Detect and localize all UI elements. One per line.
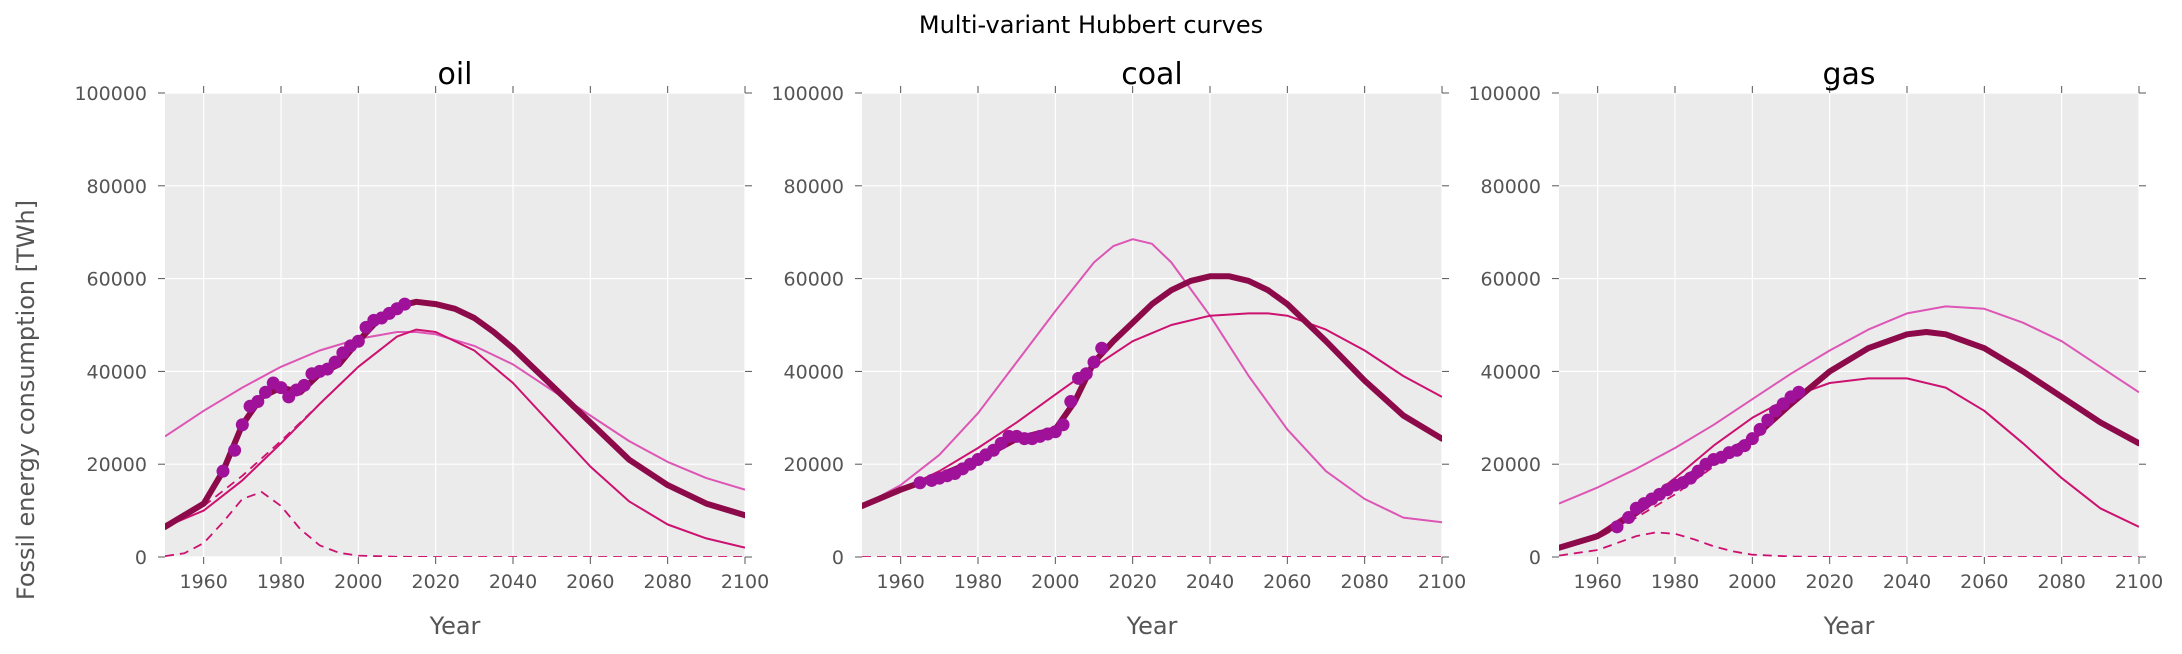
observed-data-point (1064, 395, 1078, 409)
x-tick-label: 2000 (1031, 571, 1079, 593)
x-tick-label: 1980 (954, 571, 1002, 593)
observed-data-point (1079, 367, 1093, 381)
y-tick-label: 100000 (74, 83, 147, 105)
fit-curve-light (862, 238, 1442, 524)
observed-data-point (1745, 432, 1759, 446)
observed-data-point (228, 443, 242, 457)
y-tick-label: 80000 (87, 176, 147, 198)
x-tick-label: 2100 (1418, 571, 1466, 593)
plot-background (165, 93, 745, 557)
y-axis-label: Fossil energy consumption [TWh] (12, 200, 40, 600)
observed-data-point (235, 418, 249, 432)
x-tick-label: 1960 (179, 571, 227, 593)
observed-data-point (1095, 341, 1109, 355)
observed-data-point (1792, 385, 1806, 399)
x-axis-label: Year (429, 612, 481, 640)
x-tick-label: 2100 (2115, 571, 2163, 593)
component-dashed-line (1559, 531, 2139, 557)
x-tick-label: 2020 (1805, 571, 1853, 593)
x-tick-label: 2000 (1728, 571, 1776, 593)
x-tick-label: 2020 (411, 571, 459, 593)
figure-suptitle: Multi-variant Hubbert curves (919, 11, 1263, 39)
fit-curve-light (165, 331, 745, 491)
x-tick-label: 1960 (876, 571, 924, 593)
y-tick-label: 60000 (87, 269, 147, 291)
y-tick-label: 60000 (784, 269, 844, 291)
plot-background (862, 93, 1442, 557)
observed-data-point (1622, 511, 1636, 525)
observed-data-point (913, 476, 927, 490)
y-tick-label: 60000 (1481, 269, 1541, 291)
plot-background (1559, 93, 2139, 557)
fit-curve-medium (165, 328, 745, 549)
panel-coal: 1960 1980 2000 2020 2040 2060 2080 2100 0 20000 40… (771, 57, 1466, 640)
observed-data-point (1761, 413, 1775, 427)
y-tick-label: 20000 (1481, 454, 1541, 476)
x-tick-label: 2080 (2037, 571, 2085, 593)
x-tick-label: 2080 (643, 571, 691, 593)
observed-data-point (274, 381, 288, 395)
x-axis-label: Year (1126, 612, 1178, 640)
panel-gas: 1960 1980 2000 2020 2040 2060 2080 2100 0 20000 40… (1468, 57, 2163, 640)
x-axis-label: Year (1823, 612, 1875, 640)
observed-data-point (259, 385, 273, 399)
x-tick-label: 1980 (257, 571, 305, 593)
fit-curve-medium (862, 312, 1442, 507)
x-tick-label: 2020 (1108, 571, 1156, 593)
y-tick-label: 40000 (784, 361, 844, 383)
chart-panels: 1960 1980 2000 2020 2040 2060 2080 210002000040… (74, 57, 2163, 640)
component-dashed-line (165, 490, 745, 557)
y-tick-label: 20000 (784, 454, 844, 476)
y-tick-label: 0 (135, 547, 147, 569)
panel-title: oil (437, 57, 472, 92)
y-tick-label: 100000 (1468, 83, 1541, 105)
fit-curve-light (1559, 305, 2139, 505)
observed-data-point (297, 378, 311, 392)
panel-title: coal (1121, 57, 1183, 92)
x-tick-label: 1960 (1573, 571, 1621, 593)
y-tick-label: 40000 (87, 361, 147, 383)
observed-data-point (216, 464, 230, 478)
observed-data-point (1056, 418, 1070, 432)
x-tick-label: 2000 (334, 571, 382, 593)
observed-data-point (1087, 355, 1101, 369)
y-tick-label: 0 (832, 547, 844, 569)
x-tick-label: 2060 (566, 571, 614, 593)
x-tick-label: 2040 (489, 571, 537, 593)
observed-data-point (398, 297, 412, 311)
y-tick-label: 100000 (771, 83, 844, 105)
observed-data-point (251, 395, 265, 409)
x-tick-label: 2080 (1340, 571, 1388, 593)
series-group (862, 238, 1442, 557)
x-tick-label: 2100 (721, 571, 769, 593)
x-tick-label: 2040 (1883, 571, 1931, 593)
x-tick-label: 1980 (1651, 571, 1699, 593)
series-group (1559, 305, 2139, 557)
observed-data-point (1753, 422, 1767, 436)
y-tick-label: 0 (1529, 547, 1541, 569)
y-tick-label: 40000 (1481, 361, 1541, 383)
y-tick-label: 80000 (784, 176, 844, 198)
series-group (165, 297, 745, 557)
panel-title: gas (1822, 57, 1875, 92)
x-tick-label: 2060 (1960, 571, 2008, 593)
observed-data-point (351, 334, 365, 348)
panel-oil: 1960 1980 2000 2020 2040 2060 2080 2100 0 20000 40… (74, 57, 769, 640)
x-tick-label: 2060 (1263, 571, 1311, 593)
observed-data-point (328, 355, 342, 369)
y-tick-label: 80000 (1481, 176, 1541, 198)
x-tick-label: 2040 (1186, 571, 1234, 593)
observed-data-point (1610, 520, 1624, 534)
y-tick-label: 20000 (87, 454, 147, 476)
